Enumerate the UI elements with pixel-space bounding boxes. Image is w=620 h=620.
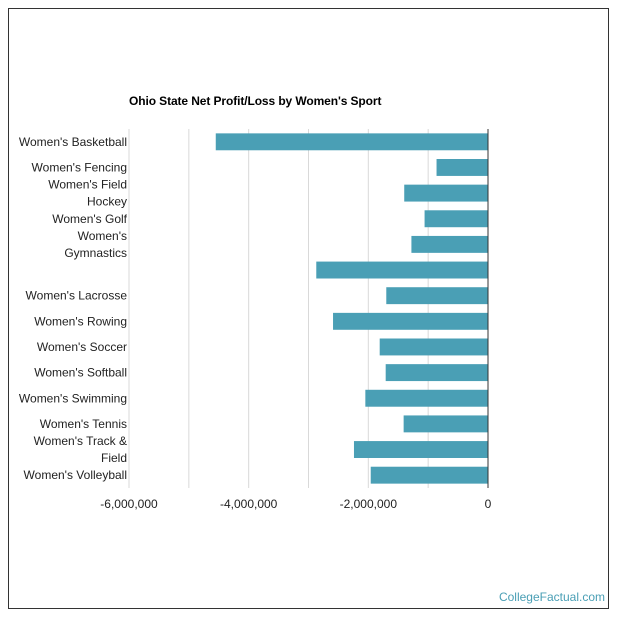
category-label: Women's Tennis (40, 417, 127, 431)
category-label: Women's Softball (34, 366, 127, 380)
bar[interactable] (411, 235, 488, 253)
x-tick-label: 0 (485, 497, 492, 511)
bar[interactable] (404, 184, 488, 202)
grid-lines (128, 129, 429, 488)
category-label: Women's Lacrosse (26, 289, 128, 303)
bar[interactable] (316, 261, 488, 279)
category-labels: Women's Basketball Women's Fencing Women's… (19, 135, 128, 482)
category-label: Women's Fencing (32, 160, 127, 174)
bar[interactable] (379, 338, 488, 356)
bar[interactable] (333, 312, 488, 330)
category-label: Women's Rowing (34, 314, 127, 328)
category-label: Women's Gymnastics (64, 229, 127, 260)
x-tick-labels: -6,000,000 -4,000,000 -2,000,000 0 (100, 497, 491, 511)
x-tick-label: -6,000,000 (100, 497, 158, 511)
bar[interactable] (353, 441, 488, 458)
category-label: Women's Swimming (19, 391, 127, 405)
bar[interactable] (386, 287, 488, 305)
x-tick-label: -2,000,000 (340, 497, 398, 511)
category-label: Women's Soccer (37, 340, 127, 354)
bar[interactable] (215, 133, 488, 151)
bar[interactable] (370, 466, 488, 484)
x-tick-label: -4,000,000 (220, 497, 278, 511)
bar[interactable] (365, 389, 488, 407)
category-label: Women's Volleyball (24, 468, 127, 482)
chart-title: Ohio State Net Profit/Loss by Women's Sp… (129, 94, 382, 108)
category-label: Women's Track & Field (34, 434, 127, 465)
bar[interactable] (436, 159, 488, 176)
bars (215, 133, 488, 484)
collegefactual-credit-link[interactable]: CollegeFactual.com (498, 590, 605, 604)
bar[interactable] (385, 364, 488, 382)
bar[interactable] (403, 415, 488, 433)
bar[interactable] (424, 210, 488, 228)
category-label: Women's Basketball (19, 135, 127, 149)
category-label: Women's Field Hockey (48, 178, 127, 209)
category-label: Women's Golf (52, 212, 127, 226)
